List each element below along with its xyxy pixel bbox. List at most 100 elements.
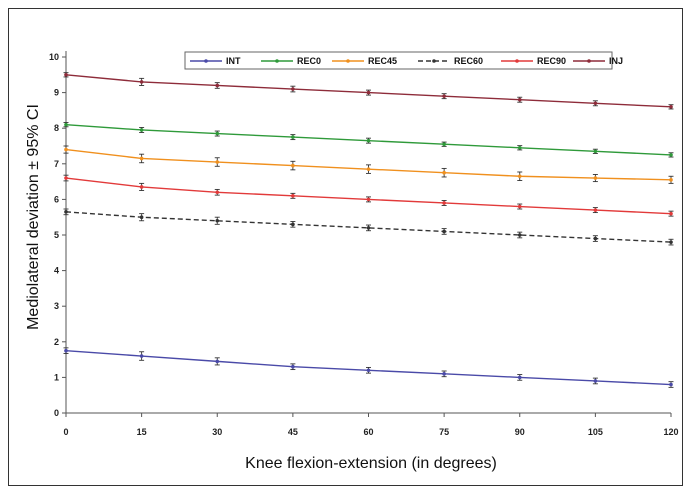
data-point [517, 97, 522, 102]
legend-box [184, 51, 613, 70]
data-point [366, 368, 371, 373]
series-int [63, 347, 674, 388]
y-tick-label: 4 [54, 266, 59, 276]
legend-marker [275, 59, 279, 63]
legend-label: REC45 [368, 56, 397, 66]
data-point [593, 379, 598, 383]
data-point [593, 101, 598, 106]
legend-item-rec45: REC45 [332, 56, 397, 66]
data-point [442, 229, 446, 234]
data-point [215, 131, 220, 136]
legend-item-rec60: REC60 [418, 56, 483, 66]
data-point [669, 211, 673, 216]
data-point [139, 185, 144, 189]
data-point [517, 204, 522, 209]
data-point [442, 142, 446, 147]
legend-label: REC60 [454, 56, 483, 66]
data-point [215, 359, 220, 364]
data-point [442, 372, 446, 376]
data-point [593, 208, 598, 212]
x-tick-label: 60 [363, 427, 373, 437]
legend-marker [587, 59, 591, 63]
y-axis-title: Mediolateral deviation ± 95% CI [25, 104, 42, 330]
legend-item-rec0: REC0 [261, 56, 321, 66]
series-line [65, 177, 672, 215]
data-point [139, 354, 144, 358]
legend-item-rec90: REC90 [501, 56, 566, 66]
series-inj [63, 72, 674, 110]
series-layer [63, 72, 674, 388]
data-point [291, 135, 295, 139]
data-point [139, 156, 144, 161]
data-point [366, 197, 371, 202]
data-point [669, 240, 673, 244]
data-point [442, 201, 446, 205]
data-point [64, 147, 68, 152]
data-point [291, 87, 295, 91]
y-tick-label: 5 [54, 230, 59, 240]
data-point [593, 149, 598, 154]
data-point [291, 222, 295, 227]
y-tick-label: 2 [54, 337, 59, 347]
data-point [669, 382, 673, 387]
series-rec0 [63, 122, 674, 158]
x-tick-label: 90 [515, 427, 525, 437]
x-tick-label: 30 [212, 427, 222, 437]
legend-marker [346, 59, 350, 63]
x-tick-label: 15 [137, 427, 147, 437]
data-point [669, 105, 673, 109]
data-point [291, 364, 295, 369]
data-point [215, 160, 220, 164]
data-point [64, 176, 68, 180]
legend-marker [432, 59, 436, 63]
x-tick-label: 120 [663, 427, 678, 437]
x-axis-title: Knee flexion-extension (in degrees) [245, 455, 497, 472]
y-tick-label: 0 [54, 408, 59, 418]
legend-marker [204, 59, 208, 63]
chart-frame: 0 1 2 3 4 5 6 7 8 9 10 0 15 30 45 60 75 90 105 120 Mediola… [8, 8, 683, 486]
y-tick-label: 10 [49, 52, 59, 62]
data-point [669, 178, 673, 182]
data-point [517, 375, 522, 380]
y-tick-label: 9 [54, 88, 59, 98]
data-point [442, 170, 446, 175]
data-point [64, 210, 68, 214]
data-point [593, 176, 598, 180]
data-point [366, 226, 371, 230]
x-tick-label: 0 [63, 427, 68, 437]
data-point [139, 215, 144, 219]
y-tick-label: 3 [54, 301, 59, 311]
legend: INT REC0 REC45 REC60 REC90 INJ [184, 51, 623, 70]
series-rec60 [63, 208, 674, 246]
data-point [64, 73, 68, 77]
legend-label: INT [226, 56, 241, 66]
data-point [366, 167, 371, 171]
legend-item-inj: INJ [573, 56, 623, 66]
legend-marker [515, 59, 519, 63]
legend-label: REC90 [537, 56, 566, 66]
data-point [517, 233, 522, 237]
y-tick-label: 1 [54, 372, 59, 382]
data-point [291, 194, 295, 198]
x-tick-label: 45 [288, 427, 298, 437]
x-axis-ticks: 0 15 30 45 60 75 90 105 120 [63, 413, 679, 437]
series-line [65, 211, 672, 243]
data-point [215, 83, 220, 88]
y-tick-label: 6 [54, 194, 59, 204]
y-axis-ticks: 0 1 2 3 4 5 6 7 8 9 10 [49, 52, 66, 418]
data-point [215, 218, 220, 223]
x-tick-label: 75 [439, 427, 449, 437]
x-tick-label: 105 [588, 427, 603, 437]
data-point [442, 94, 446, 98]
data-point [139, 128, 144, 132]
series-rec90 [63, 174, 674, 217]
y-tick-label: 8 [54, 123, 59, 133]
data-point [517, 145, 522, 150]
legend-label: REC0 [297, 56, 321, 66]
legend-label: INJ [609, 56, 623, 66]
data-point [366, 90, 371, 95]
data-point [517, 174, 522, 179]
data-point [139, 80, 144, 84]
y-tick-label: 7 [54, 159, 59, 169]
